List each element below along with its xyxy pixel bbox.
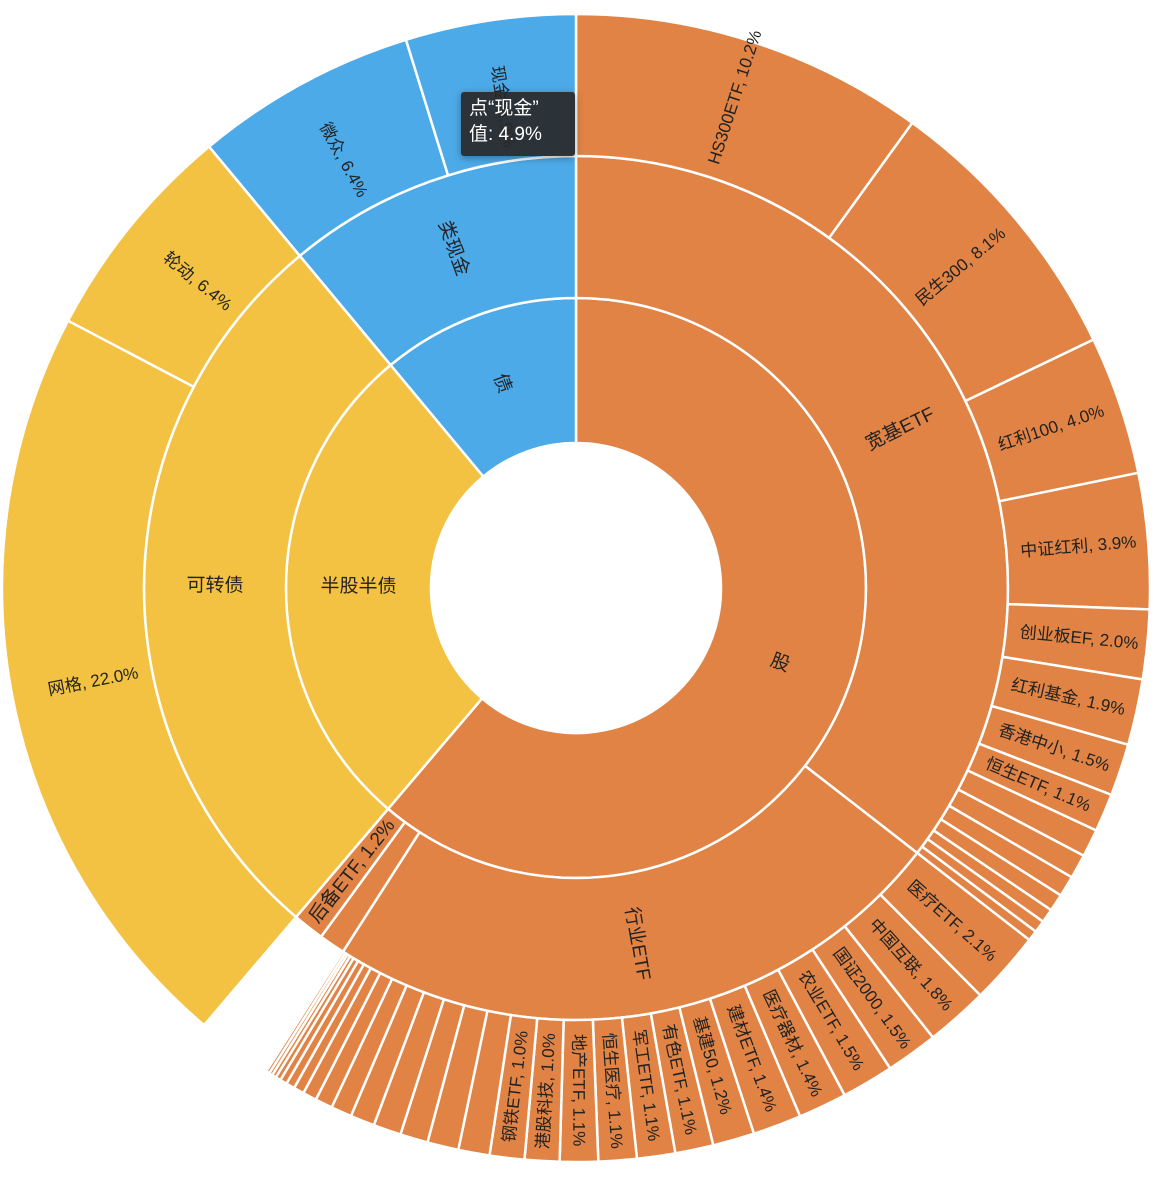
tooltip-title: 点“现金” [469, 98, 539, 119]
tooltip: 点“现金” 值: 4.9% [461, 92, 575, 156]
segment-网格[interactable] [0, 319, 298, 1027]
tooltip-value: 值: 4.9% [469, 124, 542, 145]
label-地产ETF: 地产ETF, 1.1% [569, 1034, 589, 1147]
label-半股半债: 半股半债 [320, 575, 396, 597]
label-可转债: 可转债 [186, 574, 243, 596]
